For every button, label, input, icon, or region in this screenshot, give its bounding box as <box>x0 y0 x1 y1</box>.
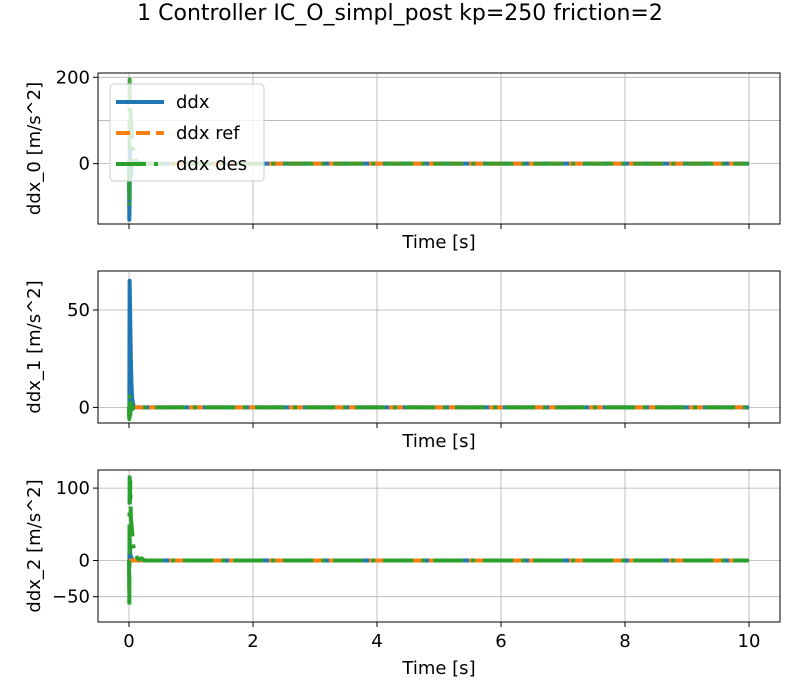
y-axis-label: ddx_0 [m/s^2] <box>24 82 45 215</box>
y-tick-label: 100 <box>56 478 90 499</box>
y-tick-label: 0 <box>79 550 90 571</box>
axes-frame <box>97 270 781 424</box>
legend-label: ddx <box>176 92 210 113</box>
figure-title: 1 Controller IC_O_simpl_post kp=250 fric… <box>137 1 663 26</box>
x-tick-label: 10 <box>738 631 761 652</box>
subplot-1: 0 50 Time [s] ddx_1 [m/s^2] <box>24 270 781 452</box>
plot-area <box>127 278 749 422</box>
subplot-0: 0 200 Time [s] ddx_0 [m/s^2] ddx ddx ref ddx d… <box>24 67 781 253</box>
y-tick-label: 200 <box>56 67 90 88</box>
legend-label: ddx ref <box>176 123 240 144</box>
x-tick-label: 8 <box>619 631 630 652</box>
series-line-ddx-des <box>127 391 749 422</box>
y-tick-label: 0 <box>79 397 90 418</box>
series-line-ddx-des <box>127 475 749 610</box>
legend-box <box>109 83 265 182</box>
x-tick-label: 0 <box>123 631 134 652</box>
x-tick-label: 2 <box>247 631 258 652</box>
x-axis-label: Time [s] <box>401 658 475 679</box>
legend: ddx ddx ref ddx des <box>109 83 265 182</box>
y-tick-label: −50 <box>52 587 90 608</box>
x-tick-label: 4 <box>371 631 382 652</box>
x-axis-label: Time [s] <box>401 431 475 452</box>
y-tick-label: 0 <box>79 154 90 175</box>
axes-frame <box>97 72 781 225</box>
legend-label: ddx des <box>176 154 247 175</box>
y-axis-label: ddx_2 [m/s^2] <box>24 479 45 612</box>
axes-frame <box>97 469 781 623</box>
plot-area <box>127 475 749 610</box>
subplot-2: 0 2 4 6 8 10 −50 0 100 Time [s] ddx_2 [m/s^2] <box>24 469 781 679</box>
y-axis-label: ddx_1 [m/s^2] <box>24 280 45 413</box>
y-tick-label: 50 <box>67 300 90 321</box>
x-axis-label: Time [s] <box>401 232 475 253</box>
x-tick-label: 6 <box>495 631 506 652</box>
